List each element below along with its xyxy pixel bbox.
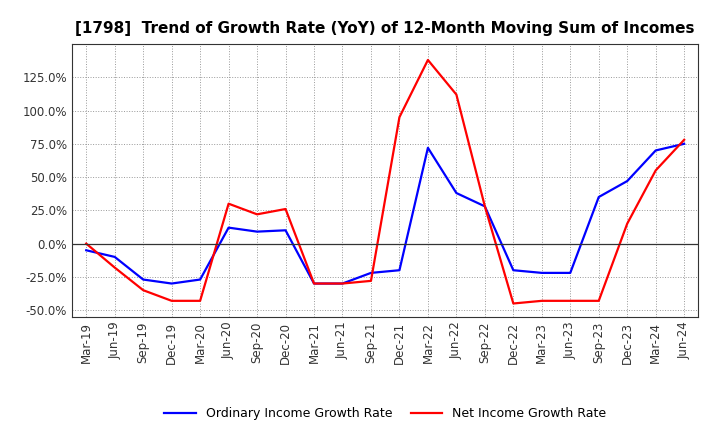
- Ordinary Income Growth Rate: [537, 270, 546, 275]
- Ordinary Income Growth Rate: [480, 204, 489, 209]
- Ordinary Income Growth Rate: [595, 194, 603, 200]
- Line: Net Income Growth Rate: Net Income Growth Rate: [86, 60, 684, 304]
- Ordinary Income Growth Rate: [196, 277, 204, 282]
- Ordinary Income Growth Rate: [167, 281, 176, 286]
- Ordinary Income Growth Rate: [310, 281, 318, 286]
- Net Income Growth Rate: [423, 57, 432, 62]
- Ordinary Income Growth Rate: [452, 191, 461, 196]
- Net Income Growth Rate: [652, 168, 660, 173]
- Ordinary Income Growth Rate: [680, 141, 688, 147]
- Net Income Growth Rate: [310, 281, 318, 286]
- Net Income Growth Rate: [623, 221, 631, 226]
- Net Income Growth Rate: [509, 301, 518, 306]
- Ordinary Income Growth Rate: [423, 145, 432, 150]
- Ordinary Income Growth Rate: [623, 179, 631, 184]
- Net Income Growth Rate: [595, 298, 603, 304]
- Ordinary Income Growth Rate: [225, 225, 233, 230]
- Net Income Growth Rate: [366, 278, 375, 283]
- Ordinary Income Growth Rate: [566, 270, 575, 275]
- Net Income Growth Rate: [225, 201, 233, 206]
- Net Income Growth Rate: [680, 137, 688, 143]
- Line: Ordinary Income Growth Rate: Ordinary Income Growth Rate: [86, 144, 684, 283]
- Ordinary Income Growth Rate: [139, 277, 148, 282]
- Ordinary Income Growth Rate: [82, 248, 91, 253]
- Net Income Growth Rate: [196, 298, 204, 304]
- Ordinary Income Growth Rate: [509, 268, 518, 273]
- Net Income Growth Rate: [480, 204, 489, 209]
- Net Income Growth Rate: [282, 206, 290, 212]
- Net Income Growth Rate: [566, 298, 575, 304]
- Net Income Growth Rate: [167, 298, 176, 304]
- Ordinary Income Growth Rate: [282, 227, 290, 233]
- Net Income Growth Rate: [452, 92, 461, 97]
- Net Income Growth Rate: [139, 288, 148, 293]
- Ordinary Income Growth Rate: [338, 281, 347, 286]
- Net Income Growth Rate: [338, 281, 347, 286]
- Title: [1798]  Trend of Growth Rate (YoY) of 12-Month Moving Sum of Incomes: [1798] Trend of Growth Rate (YoY) of 12-…: [76, 21, 695, 36]
- Net Income Growth Rate: [110, 265, 119, 270]
- Ordinary Income Growth Rate: [652, 148, 660, 153]
- Ordinary Income Growth Rate: [395, 268, 404, 273]
- Ordinary Income Growth Rate: [366, 270, 375, 275]
- Net Income Growth Rate: [253, 212, 261, 217]
- Ordinary Income Growth Rate: [253, 229, 261, 234]
- Net Income Growth Rate: [395, 114, 404, 120]
- Legend: Ordinary Income Growth Rate, Net Income Growth Rate: Ordinary Income Growth Rate, Net Income …: [159, 402, 611, 425]
- Net Income Growth Rate: [537, 298, 546, 304]
- Net Income Growth Rate: [82, 241, 91, 246]
- Ordinary Income Growth Rate: [110, 254, 119, 260]
